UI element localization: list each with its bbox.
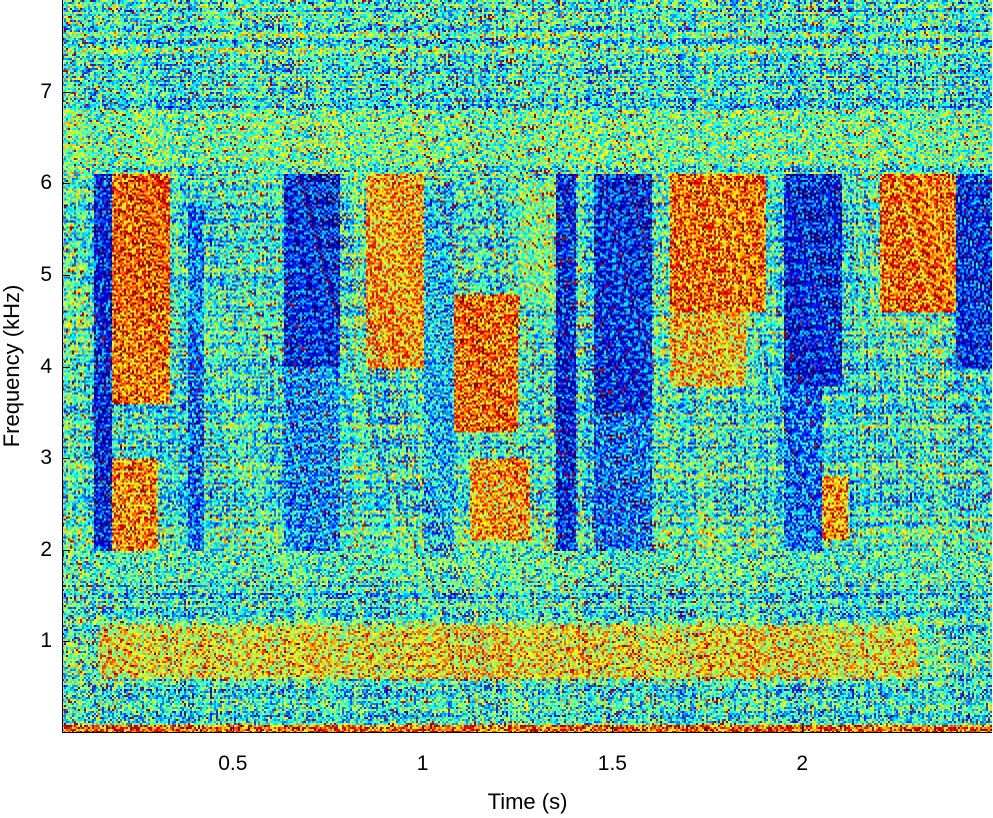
spectrogram-heatmap	[62, 0, 992, 733]
y-tick-label: 2	[40, 537, 52, 561]
plot-area	[62, 0, 992, 733]
y-tick-label: 6	[40, 171, 52, 195]
x-tick-mark	[612, 725, 614, 733]
x-axis-label: Time (s)	[487, 789, 568, 814]
y-tick-mark	[62, 549, 70, 551]
x-tick-label: 1	[416, 752, 429, 775]
x-tick-mark	[232, 725, 234, 733]
x-tick-mark	[802, 725, 804, 733]
y-tick-mark	[62, 458, 70, 460]
y-tick-mark	[62, 641, 70, 643]
y-tick-label: 3	[40, 446, 52, 470]
y-tick-label: 5	[40, 262, 52, 286]
x-tick-label: 1.5	[597, 752, 627, 775]
x-tick-mark	[422, 725, 424, 733]
y-tick-label: 4	[40, 354, 52, 378]
x-tick-label: 2	[796, 752, 809, 775]
y-tick-mark	[62, 274, 70, 276]
y-axis-label: Frequency (kHz)	[0, 284, 24, 448]
y-tick-mark	[62, 91, 70, 93]
y-tick-label: 7	[40, 79, 52, 103]
y-tick-label: 1	[40, 629, 52, 653]
x-tick-label: 0.5	[218, 752, 248, 775]
y-tick-mark	[62, 366, 70, 368]
y-tick-mark	[62, 183, 70, 185]
